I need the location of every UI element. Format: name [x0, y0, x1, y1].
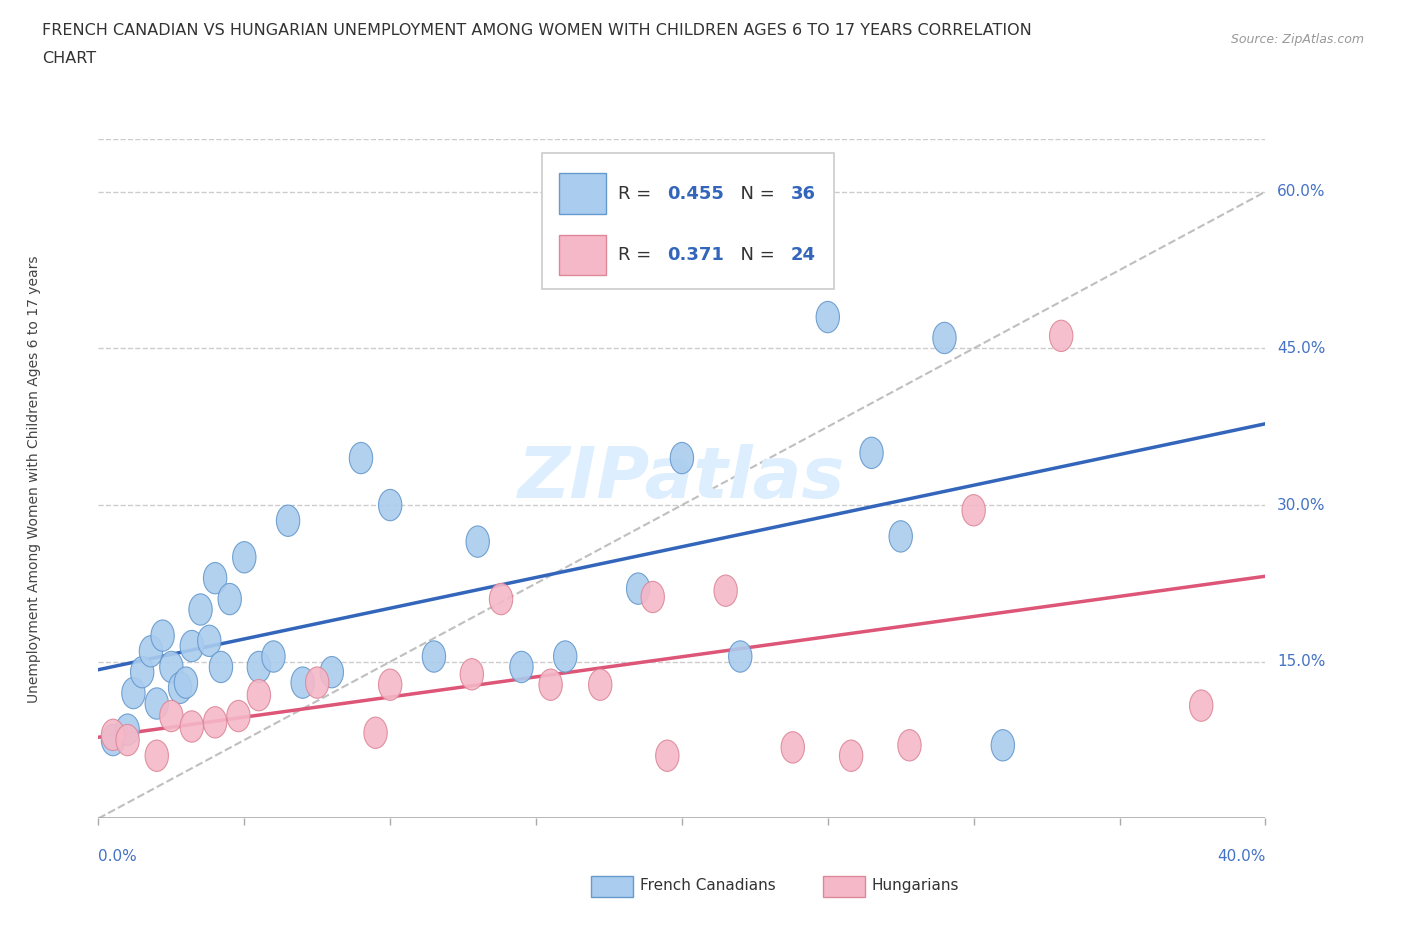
- Ellipse shape: [655, 740, 679, 771]
- Text: 45.0%: 45.0%: [1277, 341, 1326, 356]
- Ellipse shape: [122, 677, 145, 709]
- Ellipse shape: [589, 669, 612, 700]
- Ellipse shape: [180, 711, 204, 742]
- Ellipse shape: [169, 672, 191, 703]
- FancyBboxPatch shape: [560, 174, 606, 214]
- Ellipse shape: [321, 657, 343, 688]
- Ellipse shape: [364, 717, 387, 749]
- Ellipse shape: [160, 651, 183, 683]
- Ellipse shape: [262, 641, 285, 672]
- Ellipse shape: [460, 658, 484, 690]
- Ellipse shape: [889, 521, 912, 552]
- Ellipse shape: [291, 667, 315, 698]
- Ellipse shape: [101, 719, 125, 751]
- Text: R =: R =: [617, 246, 657, 264]
- Ellipse shape: [510, 651, 533, 683]
- Text: R =: R =: [617, 185, 657, 203]
- Ellipse shape: [378, 489, 402, 521]
- Ellipse shape: [839, 740, 863, 771]
- Ellipse shape: [101, 724, 125, 756]
- Text: 0.455: 0.455: [666, 185, 724, 203]
- Ellipse shape: [815, 301, 839, 333]
- Ellipse shape: [860, 437, 883, 469]
- Ellipse shape: [188, 594, 212, 625]
- Ellipse shape: [226, 700, 250, 732]
- Ellipse shape: [898, 730, 921, 761]
- Ellipse shape: [422, 641, 446, 672]
- Text: Source: ZipAtlas.com: Source: ZipAtlas.com: [1230, 33, 1364, 46]
- Ellipse shape: [962, 495, 986, 526]
- Ellipse shape: [714, 575, 737, 606]
- Ellipse shape: [1189, 690, 1213, 722]
- Ellipse shape: [160, 700, 183, 732]
- Text: 24: 24: [790, 246, 815, 264]
- Ellipse shape: [174, 667, 198, 698]
- Ellipse shape: [991, 730, 1015, 761]
- Ellipse shape: [115, 714, 139, 745]
- Ellipse shape: [204, 707, 226, 738]
- Ellipse shape: [378, 669, 402, 700]
- Ellipse shape: [204, 563, 226, 594]
- Ellipse shape: [115, 724, 139, 756]
- Text: N =: N =: [728, 246, 780, 264]
- Ellipse shape: [247, 680, 270, 711]
- Text: FRENCH CANADIAN VS HUNGARIAN UNEMPLOYMENT AMONG WOMEN WITH CHILDREN AGES 6 TO 17: FRENCH CANADIAN VS HUNGARIAN UNEMPLOYMEN…: [42, 23, 1032, 38]
- Ellipse shape: [198, 625, 221, 657]
- Text: 15.0%: 15.0%: [1277, 654, 1326, 670]
- Ellipse shape: [131, 657, 153, 688]
- Text: 60.0%: 60.0%: [1277, 184, 1326, 199]
- Ellipse shape: [232, 541, 256, 573]
- Ellipse shape: [538, 669, 562, 700]
- Text: 30.0%: 30.0%: [1277, 498, 1326, 512]
- Text: Unemployment Among Women with Children Ages 6 to 17 years: Unemployment Among Women with Children A…: [27, 255, 41, 703]
- Ellipse shape: [489, 583, 513, 615]
- Ellipse shape: [671, 443, 693, 473]
- Text: French Canadians: French Canadians: [640, 878, 776, 893]
- Text: CHART: CHART: [42, 51, 96, 66]
- FancyBboxPatch shape: [541, 153, 834, 289]
- Ellipse shape: [139, 635, 163, 667]
- Text: 36: 36: [790, 185, 815, 203]
- Ellipse shape: [627, 573, 650, 604]
- Ellipse shape: [349, 443, 373, 473]
- Ellipse shape: [305, 667, 329, 698]
- Ellipse shape: [247, 651, 270, 683]
- Text: 0.371: 0.371: [666, 246, 724, 264]
- Ellipse shape: [209, 651, 232, 683]
- Text: 0.0%: 0.0%: [98, 849, 138, 864]
- Text: ZIPatlas: ZIPatlas: [519, 445, 845, 513]
- Ellipse shape: [641, 581, 665, 613]
- Ellipse shape: [465, 526, 489, 557]
- Text: 40.0%: 40.0%: [1218, 849, 1265, 864]
- Ellipse shape: [932, 323, 956, 353]
- Ellipse shape: [218, 583, 242, 615]
- Ellipse shape: [145, 688, 169, 719]
- Ellipse shape: [554, 641, 576, 672]
- Ellipse shape: [145, 740, 169, 771]
- Ellipse shape: [1049, 320, 1073, 352]
- Ellipse shape: [180, 631, 204, 662]
- Ellipse shape: [728, 641, 752, 672]
- Ellipse shape: [277, 505, 299, 537]
- FancyBboxPatch shape: [560, 234, 606, 275]
- Text: N =: N =: [728, 185, 780, 203]
- Text: Hungarians: Hungarians: [872, 878, 959, 893]
- Ellipse shape: [150, 620, 174, 651]
- Ellipse shape: [782, 732, 804, 763]
